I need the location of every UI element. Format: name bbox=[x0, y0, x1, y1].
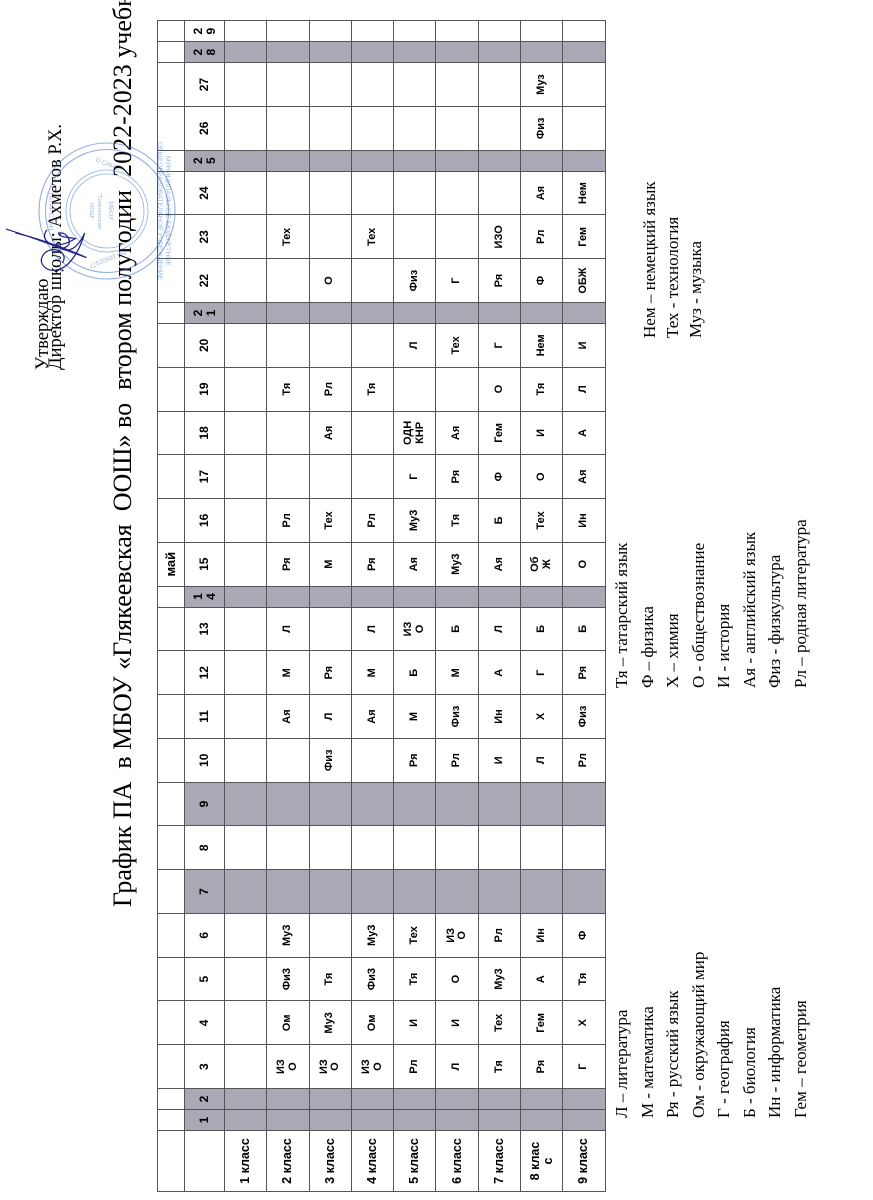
svg-text:ОБЩЕОБРАЗОВАТЕЛЬНОЕ УЧРЕЖДЕНИЕ: ОБЩЕОБРАЗОВАТЕЛЬНОЕ УЧРЕЖДЕНИЕ bbox=[156, 142, 163, 281]
svg-text:МУНИЦИПАЛЬНОЕ БЮДЖЕТНОЕ: МУНИЦИПАЛЬНОЕ БЮДЖЕТНОЕ bbox=[164, 156, 171, 267]
svg-text:МБОУ: МБОУ bbox=[107, 202, 114, 222]
svg-text:ООШ": ООШ" bbox=[88, 203, 94, 219]
